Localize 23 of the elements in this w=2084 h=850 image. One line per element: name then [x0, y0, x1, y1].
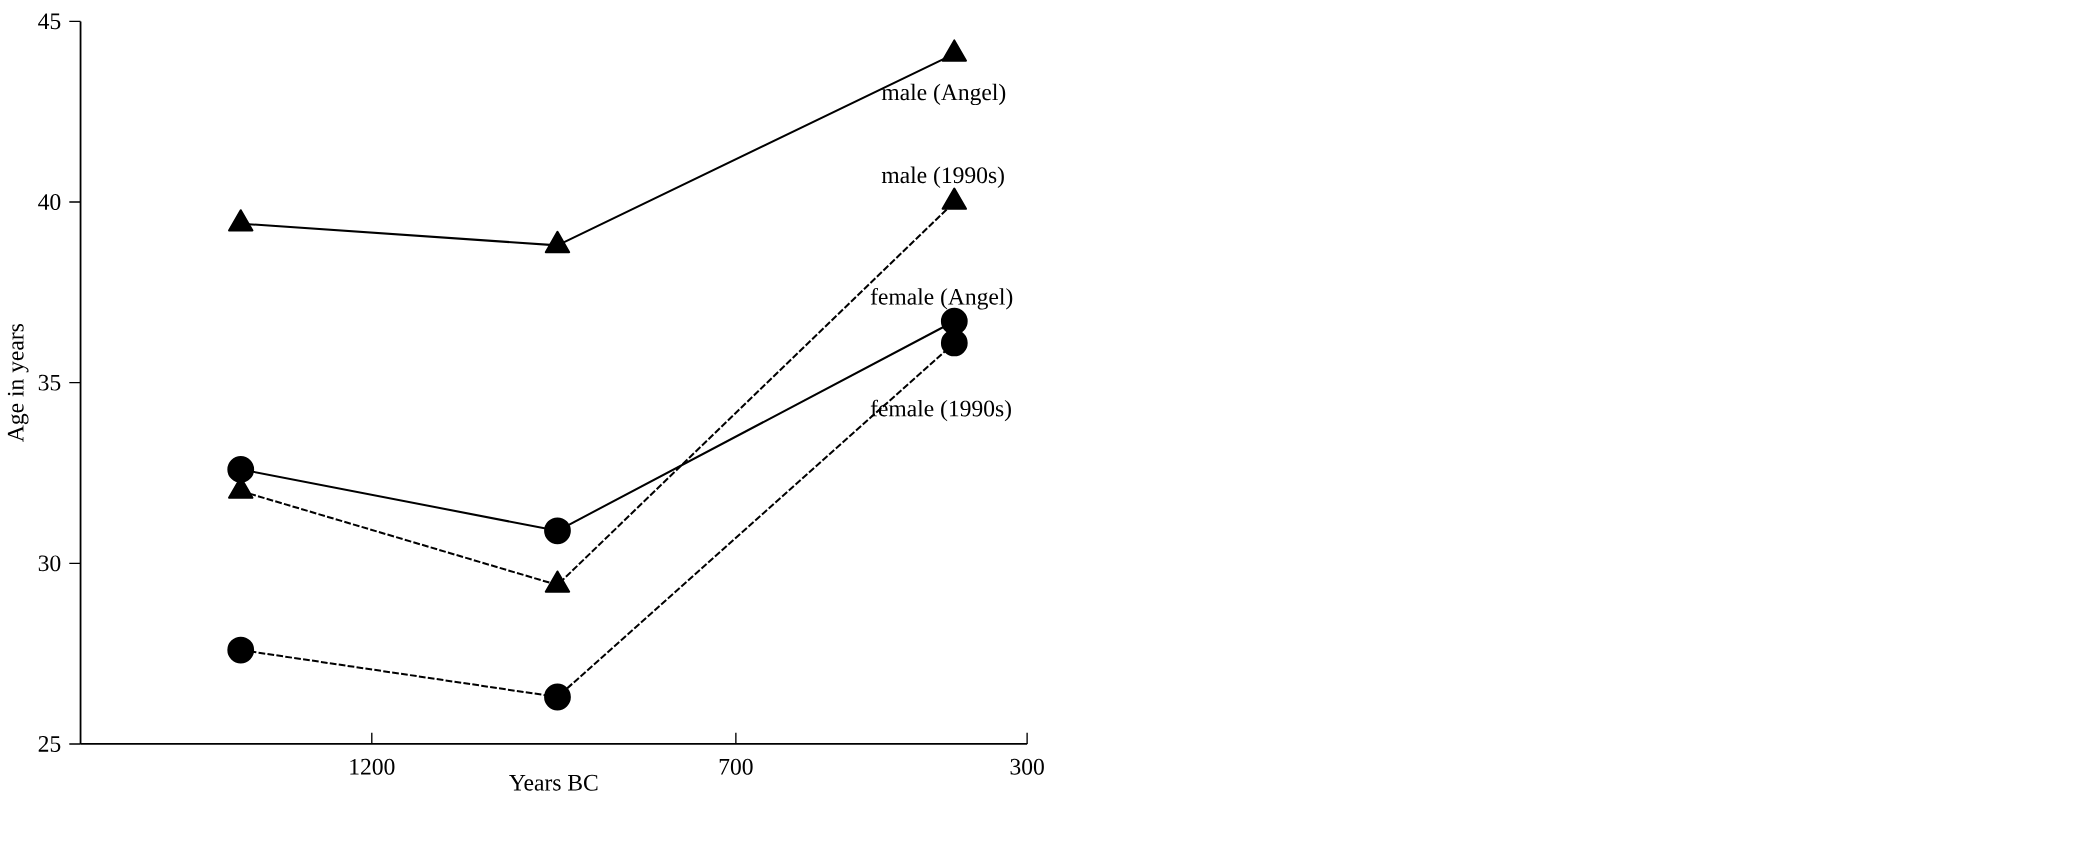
- point: [227, 636, 255, 664]
- series-label: female (1990s): [870, 399, 1011, 422]
- x-tick-label: 1200: [350, 758, 395, 775]
- y-tick-label: 45: [38, 13, 61, 30]
- series-label: female (Angel): [870, 288, 1013, 310]
- point: [941, 187, 968, 210]
- point: [941, 39, 968, 62]
- x-tick-label: 700: [719, 758, 753, 775]
- y-tick-label: 25: [38, 736, 61, 752]
- y-tick-label: 35: [38, 374, 61, 391]
- x-axis-title: Years BC: [509, 774, 598, 791]
- y-tick-label: 40: [38, 194, 61, 211]
- y-tick-label: 30: [38, 555, 61, 572]
- point: [544, 230, 571, 254]
- point: [228, 209, 254, 232]
- y-axis-title: Age in years: [7, 324, 29, 443]
- series-label: male (Angel): [881, 83, 1006, 106]
- series-label: male (1990s): [881, 166, 1004, 189]
- point: [940, 329, 968, 357]
- point: [544, 517, 571, 545]
- x-tick-label: 300: [1010, 758, 1044, 775]
- point: [544, 683, 571, 711]
- point: [227, 456, 255, 483]
